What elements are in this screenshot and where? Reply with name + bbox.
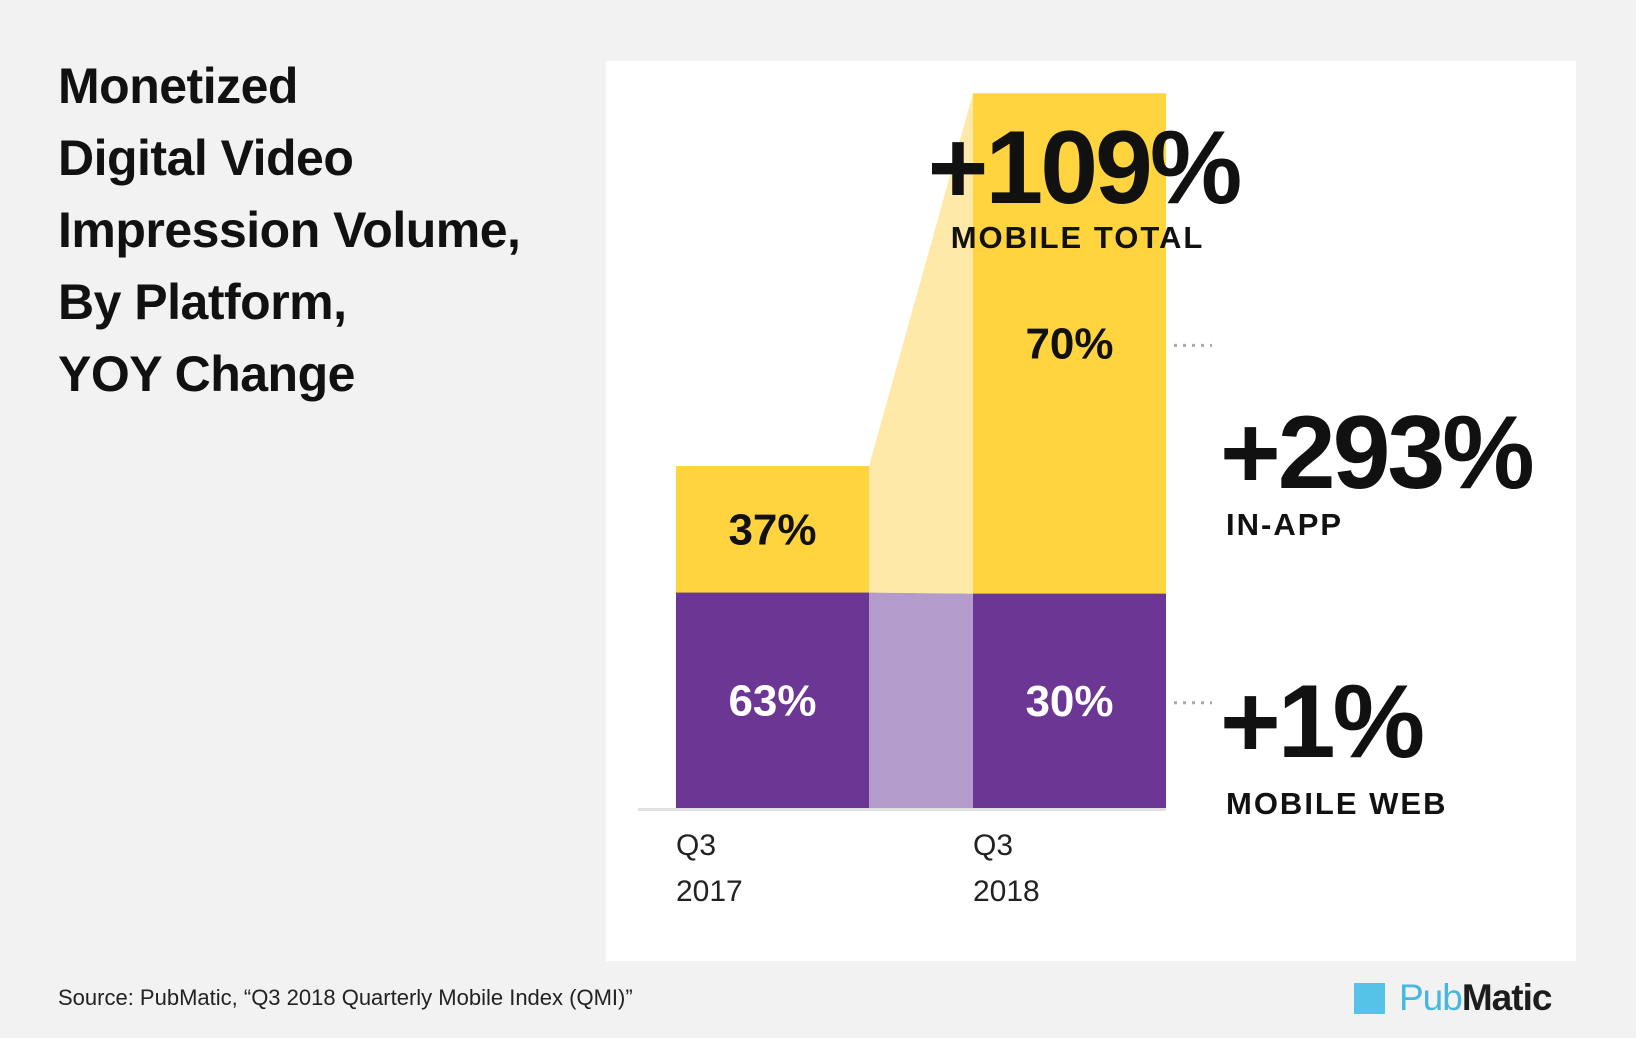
in-app-change-value: +293% (1220, 395, 1532, 511)
title-line-2: Digital Video (58, 130, 354, 186)
in-app-change-label: IN-APP (1226, 507, 1343, 542)
source-note: Source: PubMatic, “Q3 2018 Quarterly Mob… (58, 985, 633, 1010)
mobile-web-connector-band (869, 592, 973, 808)
title-line-5: YOY Change (58, 346, 355, 402)
mobile-total-change-value: +109% (928, 110, 1240, 226)
bar-in-app-1 (676, 466, 869, 593)
bar-label-mobile-web-2: 30% (1025, 677, 1113, 726)
in-app-connector-band (869, 93, 973, 594)
mobile-web-change-label: MOBILE WEB (1226, 786, 1448, 821)
title-line-3: Impression Volume, (58, 202, 521, 258)
brand-logo: Pub Matic (1354, 977, 1553, 1018)
brand-name-part2: Matic (1461, 977, 1553, 1018)
bar-label-mobile-web-1: 63% (728, 676, 816, 725)
mobile-total-change-label: MOBILE TOTAL (951, 220, 1205, 255)
x-tick-label-1-line1: Q3 (676, 829, 716, 862)
bar-mobile-web-2 (973, 593, 1166, 808)
bar-label-in-app-2: 70% (1025, 319, 1113, 368)
x-tick-label-2-line2: 2018 (973, 875, 1040, 908)
bar-in-app-2 (973, 93, 1166, 594)
title-line-4: By Platform, (58, 274, 347, 330)
x-tick-label-2-line1: Q3 (973, 829, 1013, 862)
bar-mobile-web-1 (676, 592, 869, 808)
x-tick-label-1-line2: 2017 (676, 875, 743, 908)
mobile-web-change-value: +1% (1220, 664, 1423, 780)
square-logo-icon (1354, 982, 1385, 1014)
title-line-1: Monetized (58, 58, 298, 114)
chart-title: Monetized Digital Video Impression Volum… (58, 50, 598, 410)
bar-label-in-app-1: 37% (728, 505, 816, 554)
brand-name-part1: Pub (1399, 977, 1463, 1018)
